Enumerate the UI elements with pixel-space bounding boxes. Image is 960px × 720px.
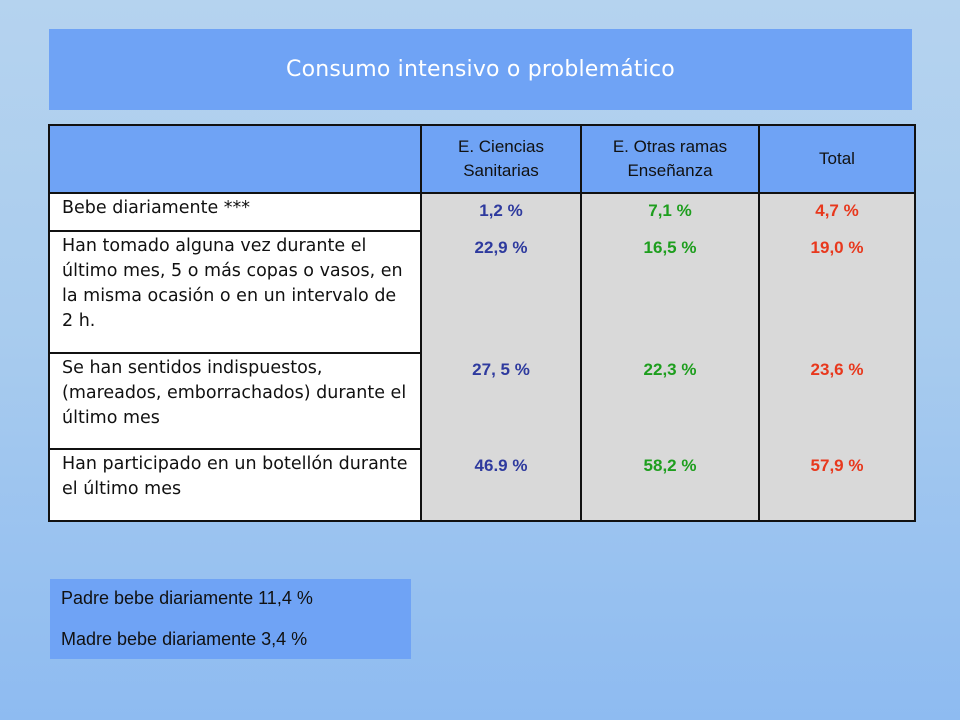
data-table-container: E. Ciencias Sanitarias E. Otras ramas En… [48, 124, 916, 522]
cell-otras-ramas: 7,1 % [580, 193, 760, 231]
cell-otras-ramas: 22,3 % [580, 353, 760, 449]
parent-drinking-note: Padre bebe diariamente 11,4 % Madre bebe… [50, 579, 411, 659]
row-label: Han participado en un botellón durante e… [48, 448, 422, 522]
header-ciencias-sanitarias: E. Ciencias Sanitarias [420, 124, 582, 194]
header-corner [48, 124, 422, 194]
table-row: Se han sentidos indispuestos, (mareados,… [48, 352, 916, 450]
row-label: Se han sentidos indispuestos, (mareados,… [48, 352, 422, 450]
table-header-row: E. Ciencias Sanitarias E. Otras ramas En… [48, 124, 916, 194]
header-otras-ramas: E. Otras ramas Enseñanza [580, 124, 760, 194]
cell-ciencias-sanitarias: 1,2 % [420, 193, 582, 231]
page-title: Consumo intensivo o problemático [286, 57, 675, 82]
cell-total: 23,6 % [758, 353, 916, 449]
table-row: Han tomado alguna vez durante el último … [48, 230, 916, 354]
cell-otras-ramas: 58,2 % [580, 449, 760, 522]
father-drinking-note: Padre bebe diariamente 11,4 % [61, 588, 313, 608]
table-row: Han participado en un botellón durante e… [48, 448, 916, 522]
cell-ciencias-sanitarias: 22,9 % [420, 231, 582, 353]
cell-total: 4,7 % [758, 193, 916, 231]
cell-otras-ramas: 16,5 % [580, 231, 760, 353]
cell-total: 57,9 % [758, 449, 916, 522]
title-banner: Consumo intensivo o problemático [49, 29, 912, 110]
cell-ciencias-sanitarias: 46.9 % [420, 449, 582, 522]
cell-total: 19,0 % [758, 231, 916, 353]
cell-ciencias-sanitarias: 27, 5 % [420, 353, 582, 449]
consumption-table: E. Ciencias Sanitarias E. Otras ramas En… [48, 124, 916, 522]
row-label: Bebe diariamente *** [48, 192, 422, 232]
header-total: Total [758, 124, 916, 194]
mother-drinking-note: Madre bebe diariamente 3,4 % [61, 629, 308, 649]
table-row: Bebe diariamente *** 1,2 % 7,1 % 4,7 % [48, 192, 916, 232]
row-label: Han tomado alguna vez durante el último … [48, 230, 422, 354]
